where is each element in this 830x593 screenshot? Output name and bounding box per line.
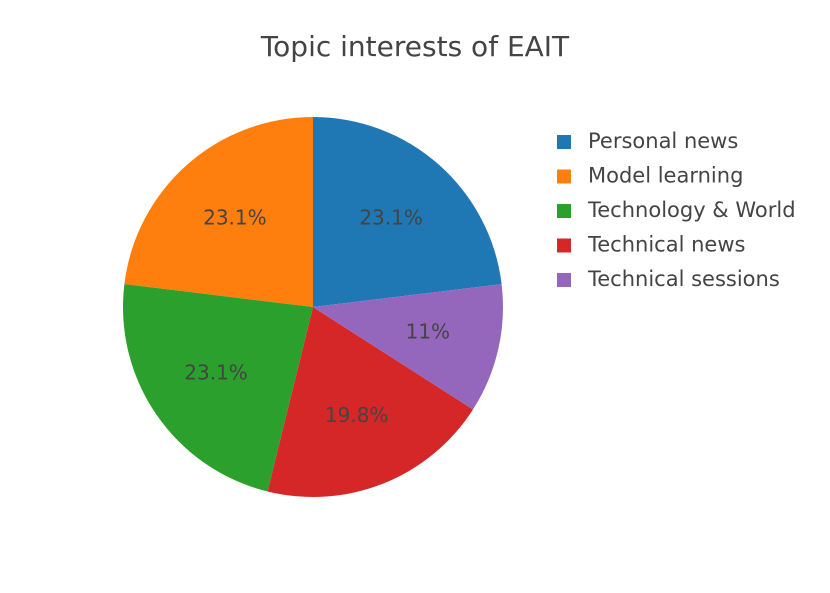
legend-label: Technical sessions xyxy=(587,267,780,291)
slice-label: 23.1% xyxy=(359,205,423,229)
legend-swatch xyxy=(557,135,571,149)
legend-label: Personal news xyxy=(588,129,738,153)
legend-swatch xyxy=(557,204,571,218)
legend-label: Model learning xyxy=(588,164,743,188)
pie-slice xyxy=(122,284,313,492)
pie-slice xyxy=(267,307,473,498)
slice-label: 11% xyxy=(406,320,450,344)
pie-slice xyxy=(124,117,313,307)
pie-slice xyxy=(313,284,504,410)
legend-swatch xyxy=(557,273,571,287)
legend-label: Technology & World xyxy=(587,198,796,222)
slice-label: 23.1% xyxy=(184,360,248,384)
legend-swatch xyxy=(557,238,571,253)
chart-title: Topic interests of EAIT xyxy=(260,30,570,63)
legend-swatch xyxy=(557,169,571,184)
slice-label: 23.1% xyxy=(203,205,267,229)
pie-slice xyxy=(313,117,502,307)
legend-label: Technical news xyxy=(587,233,745,257)
slice-label: 19.8% xyxy=(325,403,389,427)
